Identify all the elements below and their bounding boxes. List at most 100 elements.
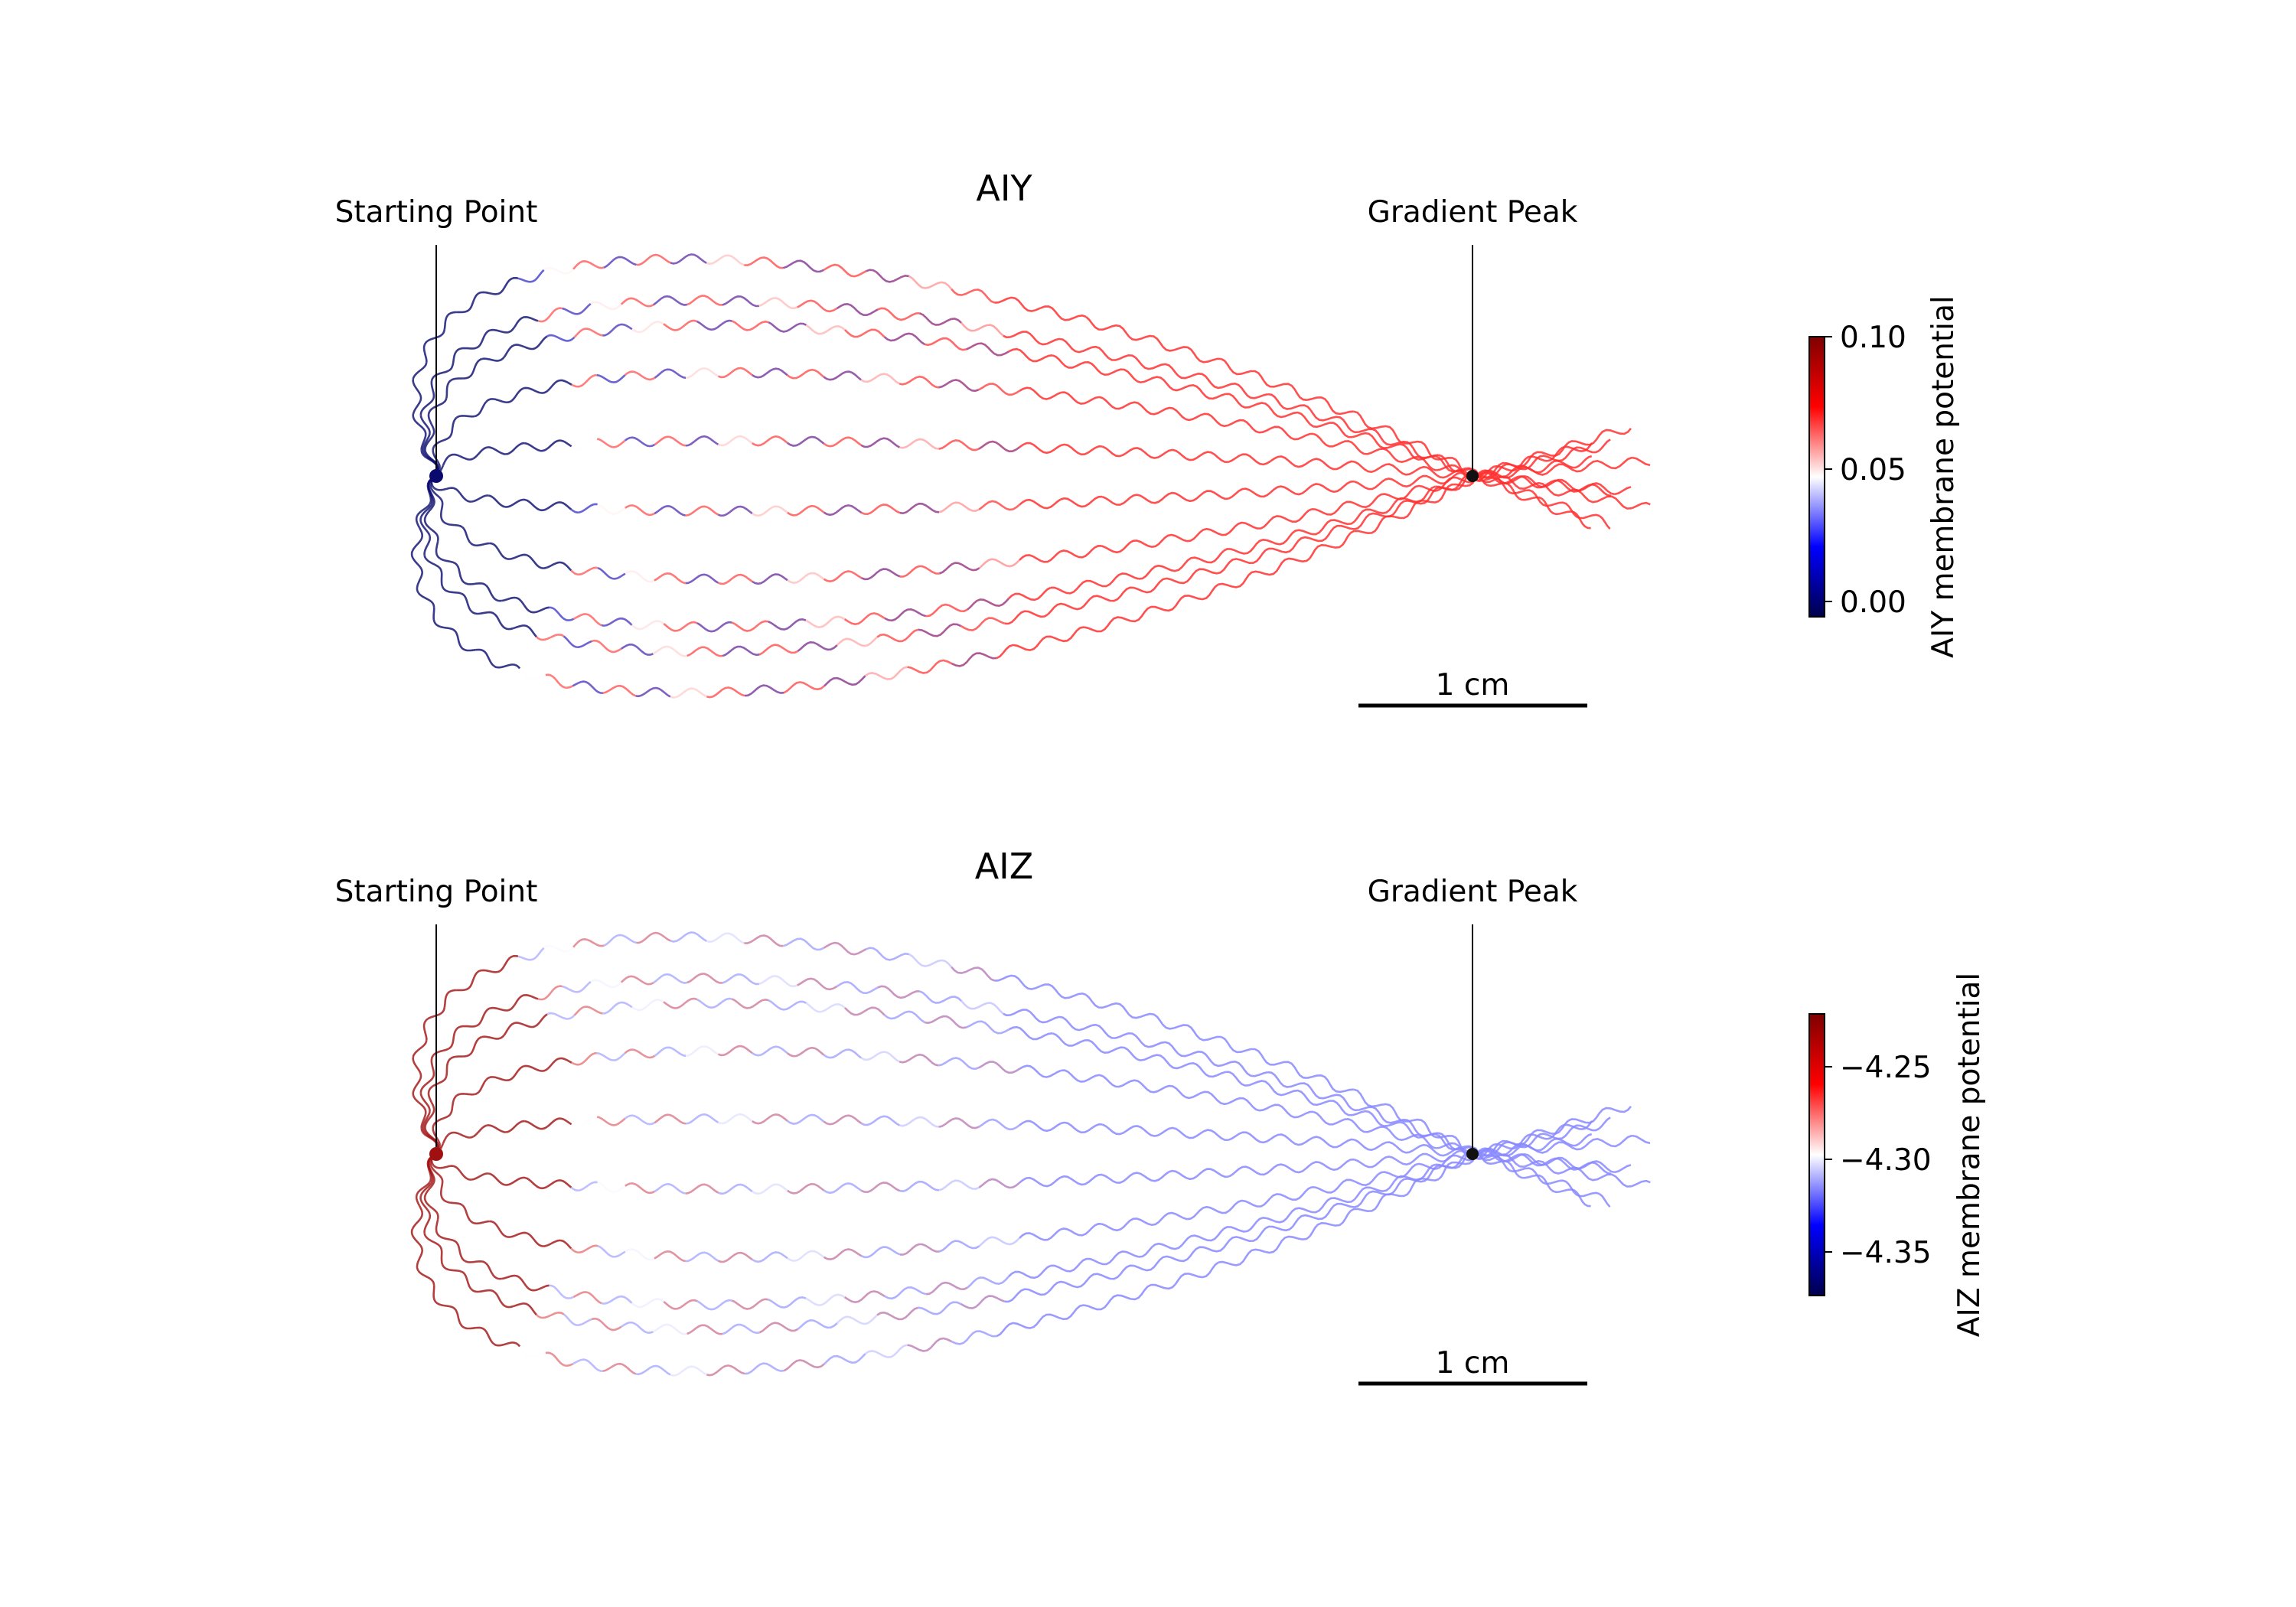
trajectory-segment <box>450 375 471 382</box>
trajectory-segment <box>426 1006 446 1020</box>
trajectory-segment <box>419 498 434 518</box>
trajectory-segment <box>876 628 919 643</box>
trajectory-segment <box>1353 1171 1397 1187</box>
trajectory-segment <box>925 337 967 351</box>
trajectory-segment <box>823 1182 863 1195</box>
trajectory-segment <box>866 269 909 283</box>
trajectory-segment <box>744 684 784 697</box>
trajectory-segment <box>752 1183 788 1195</box>
trajectory-segment <box>978 558 1021 569</box>
trajectory-segment <box>525 1177 548 1190</box>
trajectory-segment <box>1580 492 1632 510</box>
trajectory-segment <box>1631 1179 1651 1188</box>
trajectory-segment <box>670 1365 708 1377</box>
trajectory-segment <box>1186 1205 1230 1221</box>
trajectory-segment <box>635 686 671 698</box>
trajectory-segment <box>654 1113 687 1125</box>
trajectory-segment <box>524 1120 549 1130</box>
trajectory-segment <box>860 373 900 385</box>
trajectory-segment <box>1311 1197 1355 1214</box>
trajectory-segment <box>456 415 475 419</box>
trajectory-segment <box>1138 1242 1183 1258</box>
trajectory-segment <box>1181 549 1225 569</box>
trajectory-segment <box>430 1058 435 1078</box>
trajectory-segment <box>1263 1058 1308 1079</box>
trajectory-segment <box>823 436 863 448</box>
trajectory-segment <box>1228 487 1272 500</box>
trajectory-segment <box>503 344 525 358</box>
trajectory-segment <box>1228 453 1271 466</box>
trajectory-segment <box>443 311 457 330</box>
trajectory-segment <box>1581 442 1593 452</box>
trajectory-segment <box>457 1315 476 1330</box>
trajectory-segment <box>918 990 962 1004</box>
trajectory-segment <box>475 648 495 667</box>
trajectory-segment <box>450 1053 471 1060</box>
trajectory-segment <box>1312 1158 1355 1172</box>
trajectory-segment <box>978 1118 1020 1131</box>
trajectory-segment <box>1039 1304 1084 1322</box>
trajectory-segment <box>512 1302 537 1315</box>
trajectory-segment <box>1632 456 1651 467</box>
trajectory-segment <box>685 1183 719 1195</box>
trajectory-segment <box>1545 459 1582 469</box>
trajectory-segment <box>978 1061 1020 1074</box>
trajectory-segment <box>546 1179 572 1188</box>
trajectory-segment <box>494 613 514 631</box>
trajectory-segment <box>461 1204 471 1222</box>
trajectory-segment <box>631 620 665 631</box>
trajectory-segment <box>621 1322 654 1334</box>
trajectory-segment <box>432 1117 443 1129</box>
trajectory-segment <box>601 1295 633 1305</box>
trajectory-segment <box>670 253 707 265</box>
trajectory-segment <box>596 1051 626 1061</box>
trajectory-segment <box>823 1048 862 1059</box>
trajectory-segment <box>430 380 435 400</box>
trajectory-segment <box>1477 1139 1525 1157</box>
trajectory-segment <box>590 979 622 989</box>
trajectory-segment <box>925 1015 967 1029</box>
trajectory-segment <box>1263 380 1308 401</box>
trajectory-segment <box>654 1250 687 1263</box>
trajectory-segment <box>1598 1116 1611 1130</box>
trajectory-segment <box>418 1101 427 1129</box>
trajectory-segment <box>843 612 885 626</box>
trajectory-segment <box>1394 1111 1436 1138</box>
trajectory-segment <box>1306 1074 1354 1094</box>
trajectory-segment <box>1309 1210 1352 1237</box>
trajectory-segment <box>752 435 788 447</box>
trajectory-segment <box>1128 334 1175 352</box>
trajectory-segment <box>546 1117 572 1128</box>
trajectory-segment <box>1476 472 1514 490</box>
trajectory-segment <box>505 442 525 455</box>
trajectory-segment <box>1354 1139 1397 1152</box>
trajectory-segment <box>1083 616 1131 633</box>
trajectory-segment <box>1085 315 1130 337</box>
trajectory-segment <box>967 1276 1010 1289</box>
trajectory-segment <box>493 663 521 670</box>
trajectory-segment <box>469 542 490 547</box>
trajectory-segment <box>1019 1176 1062 1188</box>
trajectory-segment <box>572 613 602 627</box>
trajectory-segment <box>458 1133 474 1139</box>
trajectory-segment <box>602 1362 637 1375</box>
trajectory-segment <box>899 375 939 389</box>
trajectory-segment <box>438 1244 444 1265</box>
colorbar: −4.25 −4.30 −4.35 AIZ membrane potential <box>1808 973 1987 1337</box>
trajectory-segment <box>435 541 441 559</box>
trajectory-segment <box>1177 372 1222 390</box>
trajectory-segment <box>536 633 565 641</box>
trajectory-segment <box>573 1006 603 1016</box>
trajectory-segment <box>908 953 953 968</box>
trajectory-segment <box>1180 383 1226 400</box>
trajectory-segment <box>899 1243 940 1256</box>
trajectory-segment <box>1512 455 1548 472</box>
trajectory-segment <box>1313 432 1356 448</box>
trajectory-segment <box>423 1233 440 1247</box>
trajectory-segment <box>1311 519 1355 536</box>
trajectory-segment <box>652 1323 687 1335</box>
trajectory-segment <box>422 1018 429 1041</box>
trajectory-segment <box>685 505 719 517</box>
trajectory-segment <box>654 368 687 380</box>
trajectory-segment <box>1185 1090 1228 1106</box>
